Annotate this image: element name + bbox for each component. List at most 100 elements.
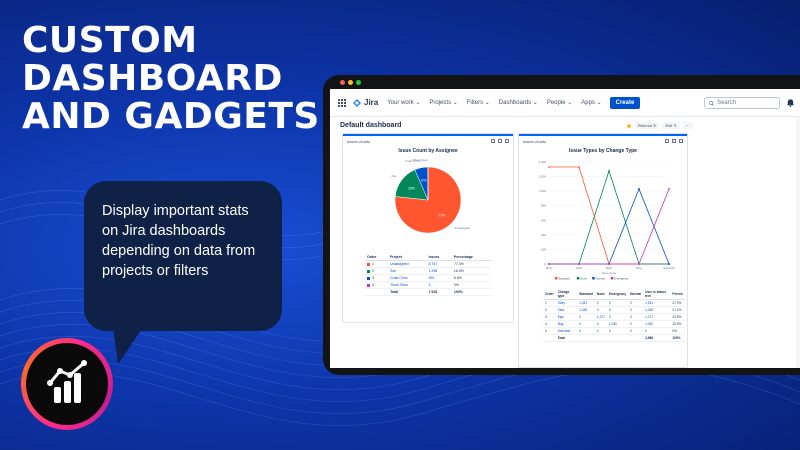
maximize-dot[interactable] <box>356 80 361 85</box>
table-cell[interactable]: Cuán Chris <box>388 274 427 282</box>
headline: CUSTOM DASHBOARD AND GADGETS <box>22 22 322 136</box>
expand-icon[interactable] <box>665 139 669 143</box>
nav-dashboards[interactable]: Dashboards ⌄ <box>498 100 538 106</box>
table-cell[interactable]: 0 <box>606 313 629 321</box>
star-icon[interactable] <box>626 122 632 129</box>
table-cell[interactable]: 0 <box>606 306 629 314</box>
pie-category-label: Cuán Chris <box>405 159 421 163</box>
headline-line-3: AND GADGETS <box>22 96 320 137</box>
table-cell: 2 <box>372 269 374 273</box>
table-header: User is status text <box>643 289 671 300</box>
legend-swatch <box>592 277 595 280</box>
table-cell[interactable]: 2 <box>426 281 452 289</box>
table-header: Emergency <box>606 289 629 300</box>
refresh-icon[interactable] <box>679 139 683 143</box>
legend-swatch <box>576 277 580 280</box>
app-switcher-icon[interactable] <box>338 98 346 107</box>
table-cell[interactable]: 0 <box>594 299 607 307</box>
table-cell[interactable]: 1,348 <box>577 306 595 314</box>
page-title: Default dashboard <box>340 122 402 129</box>
table-cell: Bug <box>555 320 578 328</box>
table-cell[interactable]: 0 <box>606 327 629 335</box>
brand-name: Jira <box>364 98 379 107</box>
gadget-source: easee-charts <box>347 138 371 144</box>
minimize-dot[interactable] <box>348 80 353 85</box>
nav-your-work[interactable]: Your work ⌄ <box>387 100 421 106</box>
table-cell[interactable]: 1,258 <box>426 267 452 275</box>
legend-swatch <box>610 277 614 280</box>
pie-category-label: Zoe <box>391 174 397 178</box>
table-cell[interactable]: 0 <box>594 306 607 314</box>
edit-button[interactable]: Edit ✎ <box>662 122 680 129</box>
y-tick-label: 1,000 <box>538 189 546 193</box>
table-cell[interactable]: 0 <box>643 327 671 335</box>
table-cell[interactable]: 1,030 <box>643 320 671 328</box>
gadget-header: easee-charts <box>343 136 513 146</box>
search-input[interactable]: Search <box>704 97 780 109</box>
scrollbar[interactable] <box>796 117 800 368</box>
table-cell: Total <box>555 334 578 342</box>
table-cell: 27.1% <box>670 306 685 314</box>
gadget-issue-types: easee-charts Issue Types by Change Type … <box>518 133 688 368</box>
table-cell[interactable]: 490 <box>426 274 452 282</box>
table-cell: 5 <box>543 327 556 335</box>
gadget-header: easee-charts <box>519 136 687 146</box>
table-row: 2 Zoe 1,258 16.9% <box>365 267 491 275</box>
table-cell[interactable]: 1,348 <box>643 306 671 314</box>
refresh-button[interactable]: Refresh ↻ <box>635 122 660 129</box>
minimize-icon[interactable] <box>498 139 502 143</box>
data-point <box>578 263 580 265</box>
data-point <box>668 263 670 265</box>
table-cell[interactable]: 0 <box>594 320 607 328</box>
table-cell[interactable]: 0 <box>628 327 644 335</box>
table-cell[interactable]: 0 <box>594 327 607 335</box>
table-header: Project <box>388 254 427 261</box>
table-cell[interactable]: 0 <box>577 320 595 328</box>
table-cell[interactable]: 1,331 <box>577 299 595 307</box>
nav-apps[interactable]: Apps ⌄ <box>581 100 602 106</box>
speech-bubble-tail <box>112 320 148 364</box>
jira-icon <box>353 98 361 107</box>
table-header: Order <box>365 254 389 261</box>
more-button[interactable]: ··· <box>682 122 693 129</box>
table-cell: 0% <box>670 327 685 335</box>
nav-projects[interactable]: Projects ⌄ <box>429 100 458 106</box>
legend-label: Normal <box>596 276 605 280</box>
table-cell[interactable]: 1,277 <box>643 313 671 321</box>
nav-filters[interactable]: Filters ⌄ <box>466 100 490 106</box>
table-cell[interactable]: 0 <box>577 313 595 321</box>
table-cell[interactable]: 0 <box>628 306 644 314</box>
table-cell[interactable]: Unassigned <box>388 260 427 268</box>
minimize-icon[interactable] <box>672 139 676 143</box>
jira-logo[interactable]: Jira <box>353 98 378 107</box>
table-cell[interactable]: 0 <box>628 320 644 328</box>
x-tick-label: Epic <box>606 266 612 270</box>
table-row: 1 Story 1,331 0 0 0 1,331 27.2% <box>543 299 685 307</box>
table-header-row: Order Project Issues Percentage <box>365 254 491 261</box>
nav-people[interactable]: People ⌄ <box>546 100 573 106</box>
table-cell[interactable]: 1,277 <box>594 313 607 321</box>
table-cell[interactable]: 0 <box>606 299 629 307</box>
expand-icon[interactable] <box>491 139 495 143</box>
table-cell[interactable]: 0 <box>628 313 644 321</box>
table-cell[interactable]: Thorn Elwo <box>388 281 427 289</box>
close-dot[interactable] <box>340 80 345 85</box>
legend-swatch <box>367 283 370 287</box>
gadget-source: easee-charts <box>523 138 547 144</box>
notification-icon[interactable] <box>786 98 795 107</box>
table-header: None <box>594 289 607 300</box>
table-cell: 20.9% <box>670 320 685 328</box>
table-cell[interactable]: 0 <box>577 327 595 335</box>
table-cell: 100% <box>451 288 491 296</box>
table-cell[interactable]: 0 <box>628 299 644 307</box>
table-cell[interactable]: 1,331 <box>643 299 671 307</box>
table-cell[interactable]: 1,030 <box>606 320 629 328</box>
table-cell[interactable]: Zoe <box>388 267 427 275</box>
legend-swatch <box>555 277 558 280</box>
create-button[interactable]: Create <box>609 96 641 109</box>
table-cell[interactable]: 5,767 <box>426 260 452 268</box>
refresh-icon[interactable] <box>505 139 509 143</box>
chart-title: Issue Types by Change Type <box>569 148 637 154</box>
chart-title: Issue Count by Assignee <box>398 148 458 154</box>
